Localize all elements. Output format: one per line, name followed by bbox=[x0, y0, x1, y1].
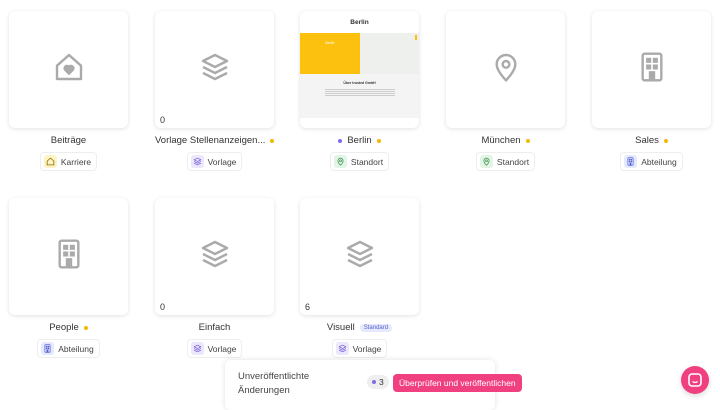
item-title[interactable]: Berlin bbox=[347, 135, 372, 146]
preview-map bbox=[360, 33, 419, 74]
layers-icon bbox=[199, 51, 231, 88]
page-card[interactable]: Berlin Berlin Über trusted GmbH bbox=[300, 11, 419, 128]
type-tag-label: Abteilung bbox=[58, 343, 94, 354]
type-tag-label: Vorlage bbox=[207, 343, 237, 354]
map-pin-icon bbox=[479, 155, 493, 168]
map-pin-icon bbox=[333, 155, 347, 168]
page-card[interactable]: 6 bbox=[300, 198, 419, 315]
item-title[interactable]: Visuell bbox=[326, 322, 355, 333]
dot-icon bbox=[372, 380, 376, 384]
building-icon bbox=[624, 155, 638, 168]
item-title[interactable]: München bbox=[481, 135, 521, 146]
layers-icon bbox=[199, 238, 231, 275]
item-title-row: Einfach bbox=[155, 322, 274, 333]
page-item[interactable]: 0 Vorlage Stellenanzeigen... Vorlage bbox=[155, 11, 274, 171]
page-card[interactable] bbox=[446, 11, 565, 128]
type-tag-label: Abteilung bbox=[641, 156, 677, 167]
home-icon bbox=[43, 155, 57, 168]
item-count: 0 bbox=[160, 115, 166, 125]
page-item[interactable]: 6 Visuell Standard Vorlage bbox=[300, 198, 419, 358]
changes-count: 3 bbox=[379, 377, 384, 387]
status-dot bbox=[83, 325, 88, 330]
building-icon bbox=[53, 238, 85, 275]
item-title-row: Visuell Standard bbox=[300, 322, 419, 333]
changes-count-badge: 3 bbox=[367, 375, 389, 389]
building-icon bbox=[636, 51, 668, 88]
page-card[interactable] bbox=[592, 11, 711, 128]
type-tag[interactable]: Karriere bbox=[39, 152, 98, 171]
page-card[interactable] bbox=[9, 11, 128, 128]
layers-icon bbox=[344, 238, 376, 275]
type-tag[interactable]: Abteilung bbox=[620, 152, 683, 171]
type-tag[interactable]: Standort bbox=[329, 152, 390, 171]
type-tag-label: Standort bbox=[350, 156, 384, 167]
unpublished-changes-label: Unveröffentlichte Änderungen bbox=[238, 370, 338, 398]
home-heart-icon bbox=[53, 51, 85, 88]
chat-icon bbox=[688, 373, 702, 387]
item-title[interactable]: Sales bbox=[635, 135, 659, 146]
status-dot bbox=[338, 138, 343, 143]
page-item[interactable]: München Standort bbox=[446, 11, 565, 171]
item-title-row: Vorlage Stellenanzeigen... bbox=[155, 135, 274, 146]
page-item[interactable]: 0 Einfach Vorlage bbox=[155, 198, 274, 358]
status-dot bbox=[376, 138, 381, 143]
item-title[interactable]: Beiträge bbox=[50, 135, 87, 146]
preview-section-title: Über trusted GmbH bbox=[343, 81, 376, 85]
standard-badge: Standard bbox=[359, 323, 393, 332]
type-tag[interactable]: Vorlage bbox=[186, 152, 243, 171]
type-tag-label: Vorlage bbox=[207, 156, 237, 167]
type-tag-label: Vorlage bbox=[352, 343, 382, 354]
chat-button[interactable] bbox=[681, 366, 709, 394]
type-tag-label: Standort bbox=[496, 156, 530, 167]
page-item[interactable]: Berlin Berlin Über trusted GmbH Berlin S… bbox=[300, 11, 419, 171]
item-count: 0 bbox=[160, 302, 166, 312]
unpublished-changes-bar: Unveröffentlichte Änderungen 3 Überprüfen… bbox=[225, 360, 522, 410]
layers-icon bbox=[335, 342, 349, 355]
item-title-row: Beiträge bbox=[9, 135, 128, 146]
item-title[interactable]: People bbox=[49, 322, 79, 333]
item-title-row: München bbox=[446, 135, 565, 146]
preview-banner: Berlin bbox=[300, 33, 360, 74]
item-title-row: Berlin bbox=[300, 135, 419, 146]
item-title[interactable]: Einfach bbox=[198, 322, 231, 333]
page-item[interactable]: Sales Abteilung bbox=[592, 11, 711, 171]
page-item[interactable]: People Abteilung bbox=[9, 198, 128, 358]
item-count: 6 bbox=[305, 302, 311, 312]
type-tag[interactable]: Abteilung bbox=[37, 339, 100, 358]
page-preview: Berlin Berlin Über trusted GmbH bbox=[300, 11, 419, 128]
item-title-row: People bbox=[9, 322, 128, 333]
building-icon bbox=[41, 342, 55, 355]
label-line1: Unveröffentlichte bbox=[238, 371, 310, 382]
map-pin-icon bbox=[490, 51, 522, 88]
layers-icon bbox=[190, 155, 204, 168]
page-card[interactable] bbox=[9, 198, 128, 315]
status-dot bbox=[270, 138, 274, 143]
type-tag-label: Karriere bbox=[60, 156, 92, 167]
review-publish-button[interactable]: Überprüfen und veröffentlichen bbox=[393, 374, 522, 392]
status-dot bbox=[525, 138, 530, 143]
layers-icon bbox=[190, 342, 204, 355]
page-card[interactable]: 0 bbox=[155, 11, 274, 128]
type-tag[interactable]: Vorlage bbox=[186, 339, 243, 358]
page-card[interactable]: 0 bbox=[155, 198, 274, 315]
type-tag[interactable]: Standort bbox=[475, 152, 536, 171]
type-tag[interactable]: Vorlage bbox=[331, 339, 388, 358]
label-line2: Änderungen bbox=[238, 385, 290, 396]
preview-heading: Berlin bbox=[350, 18, 369, 26]
item-title-row: Sales bbox=[592, 135, 711, 146]
item-title[interactable]: Vorlage Stellenanzeigen... bbox=[155, 135, 266, 146]
status-dot bbox=[663, 138, 668, 143]
page-item[interactable]: Beiträge Karriere bbox=[9, 11, 128, 171]
